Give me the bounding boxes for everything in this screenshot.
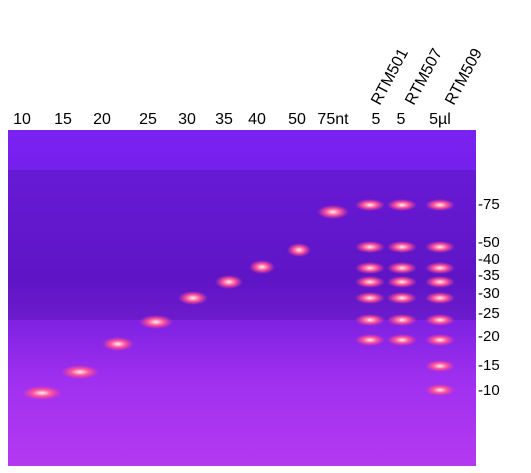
lane-label: 35 xyxy=(215,111,233,128)
lane-label: 20 xyxy=(93,111,111,128)
marker-label: -15 xyxy=(478,357,500,374)
marker-label: -75 xyxy=(478,196,500,213)
band xyxy=(355,241,385,253)
band xyxy=(287,243,311,257)
band xyxy=(425,384,455,396)
lane-label: 30 xyxy=(178,111,196,128)
lane-label: 10 xyxy=(13,111,31,128)
lane-label: 5 xyxy=(397,111,406,128)
sample-label: RTM509 xyxy=(442,46,486,108)
marker-label: -25 xyxy=(478,305,500,322)
band xyxy=(425,276,455,288)
band xyxy=(317,205,349,219)
band xyxy=(355,314,385,326)
lane-label: 25 xyxy=(139,111,157,128)
marker-label: -30 xyxy=(478,285,500,302)
band xyxy=(387,334,417,346)
band xyxy=(355,199,385,211)
band xyxy=(215,275,243,289)
lane-label: 5µl xyxy=(429,111,451,128)
band xyxy=(355,292,385,304)
lane-label: 75nt xyxy=(317,111,349,128)
band xyxy=(387,292,417,304)
band xyxy=(387,199,417,211)
band xyxy=(425,292,455,304)
band xyxy=(355,262,385,274)
marker-label: -40 xyxy=(478,251,500,268)
marker-label: -35 xyxy=(478,267,500,284)
band xyxy=(425,199,455,211)
lane-label: 5 xyxy=(372,111,381,128)
band xyxy=(387,262,417,274)
band xyxy=(425,360,455,372)
band xyxy=(249,260,275,274)
band xyxy=(425,262,455,274)
band xyxy=(425,241,455,253)
band xyxy=(178,291,208,305)
lane-label: 15 xyxy=(54,111,72,128)
band xyxy=(139,315,173,329)
band xyxy=(22,386,62,400)
band xyxy=(387,314,417,326)
lane-label: 40 xyxy=(248,111,266,128)
band xyxy=(61,365,99,379)
marker-label: -20 xyxy=(478,328,500,345)
band xyxy=(355,334,385,346)
band xyxy=(387,276,417,288)
band xyxy=(102,337,134,351)
lane-label: 50 xyxy=(288,111,306,128)
band xyxy=(387,241,417,253)
marker-label: -50 xyxy=(478,234,500,251)
band xyxy=(425,314,455,326)
band xyxy=(425,334,455,346)
band xyxy=(355,276,385,288)
marker-label: -10 xyxy=(478,382,500,399)
bands xyxy=(22,199,455,400)
